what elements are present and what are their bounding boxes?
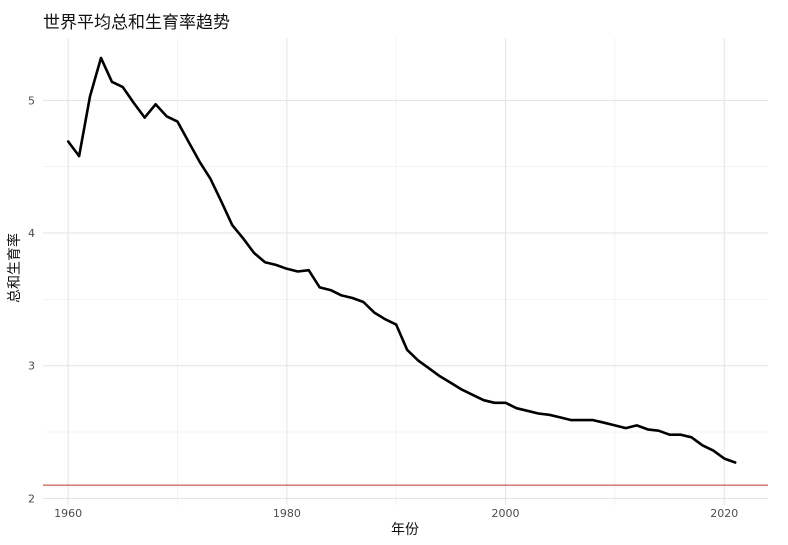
y-tick-labels: 2 3 4 5 bbox=[28, 94, 35, 505]
x-tick-label: 1980 bbox=[273, 507, 301, 520]
x-tick-label: 2000 bbox=[492, 507, 520, 520]
series-group bbox=[66, 56, 737, 464]
x-tick-label: 2020 bbox=[710, 507, 738, 520]
y-tick-label: 3 bbox=[28, 360, 35, 373]
series-line bbox=[66, 56, 737, 464]
x-tick-labels: 1960 1980 2000 2020 bbox=[54, 507, 738, 520]
y-tick-label: 4 bbox=[28, 227, 35, 240]
x-tick-label: 1960 bbox=[54, 507, 82, 520]
grid-lines bbox=[43, 38, 768, 505]
y-tick-label: 2 bbox=[28, 492, 35, 505]
y-axis-label: 总和生育率 bbox=[6, 233, 23, 303]
chart-title: 世界平均总和生育率趋势 bbox=[43, 13, 230, 33]
y-tick-label: 5 bbox=[28, 94, 35, 107]
x-axis-label: 年份 bbox=[391, 522, 419, 538]
